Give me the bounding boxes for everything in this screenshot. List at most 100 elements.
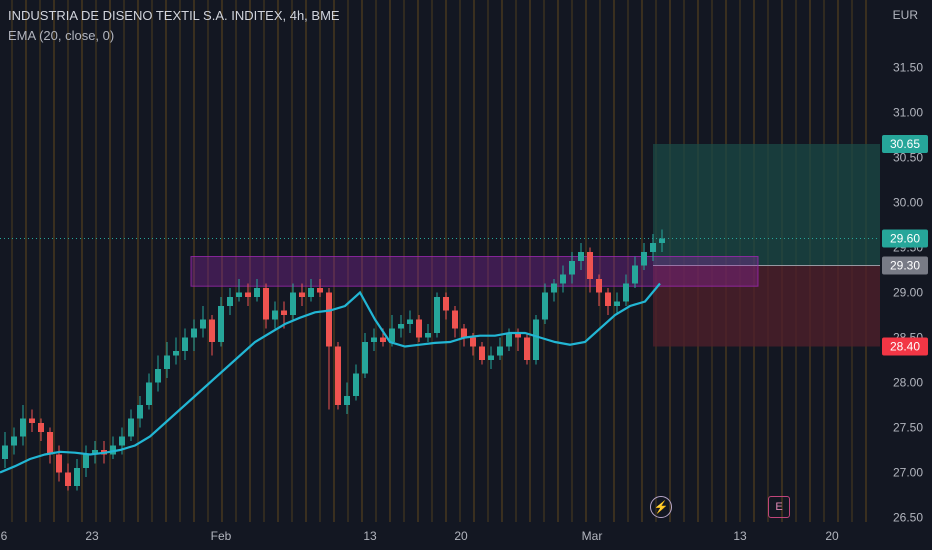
candle-body [29, 418, 35, 423]
candle-body [290, 292, 296, 315]
price-label-bg [882, 256, 928, 275]
candle-body [146, 382, 152, 405]
candle-body [659, 238, 665, 243]
candle-body [569, 261, 575, 275]
candle-body [218, 306, 224, 342]
candle-body [542, 292, 548, 320]
candle-body [380, 337, 386, 342]
candle-body [227, 297, 233, 306]
candle-body [488, 355, 494, 360]
price-label-bg [882, 135, 928, 153]
candle-body [299, 292, 305, 297]
price-label-bg [882, 337, 928, 356]
y-tick-label: 27.50 [893, 421, 923, 435]
candle-body [596, 279, 602, 293]
candle-body [83, 454, 89, 468]
lightning-icon[interactable]: ⚡ [650, 496, 672, 518]
y-tick-label: 27.00 [893, 466, 923, 480]
candle-body [272, 310, 278, 320]
candle-body [425, 333, 431, 338]
y-tick-label: 30.00 [893, 196, 923, 210]
y-tick-label: 31.50 [893, 61, 923, 75]
x-tick-label: Feb [211, 529, 232, 543]
x-tick-label: 23 [85, 529, 99, 543]
candle-body [650, 243, 656, 252]
candle-body [506, 333, 512, 347]
candle-body [38, 423, 44, 432]
candle-body [587, 252, 593, 279]
candle-body [344, 396, 350, 405]
candle-body [191, 328, 197, 338]
candle-body [614, 301, 620, 306]
candle-body [416, 319, 422, 338]
candle-body [371, 337, 377, 342]
candle-body [335, 346, 341, 405]
candle-body [470, 337, 476, 347]
candle-body [407, 319, 413, 324]
candle-body [128, 418, 134, 437]
price-label: 29.60 [890, 232, 920, 246]
candle-body [308, 288, 314, 297]
candle-body [443, 297, 449, 311]
y-tick-label: 28.00 [893, 376, 923, 390]
candle-body [641, 252, 647, 266]
stop-zone [653, 265, 880, 347]
ema-indicator-label[interactable]: EMA (20, close, 0) [8, 28, 115, 43]
candle-body [515, 333, 521, 338]
candle-body [389, 328, 395, 342]
candle-body [632, 265, 638, 284]
candle-body [137, 405, 143, 419]
symbol-title[interactable]: INDUSTRIA DE DISENO TEXTIL S.A. INDITEX,… [8, 8, 340, 23]
candle-body [47, 432, 53, 455]
candle-body [461, 328, 467, 338]
candle-body [398, 324, 404, 329]
y-tick-label: 26.50 [893, 511, 923, 525]
y-tick-label: 29.00 [893, 286, 923, 300]
candle-body [20, 418, 26, 437]
candle-body [92, 450, 98, 455]
candle-body [623, 283, 629, 302]
candle-body [110, 445, 116, 455]
y-tick-label: 31.00 [893, 106, 923, 120]
candle-body [524, 337, 530, 360]
candle-body [353, 373, 359, 396]
candle-body [560, 274, 566, 284]
candle-body [200, 319, 206, 329]
candle-body [11, 436, 17, 446]
currency-label[interactable]: EUR [892, 8, 918, 22]
candle-body [56, 454, 62, 473]
candle-body [245, 292, 251, 297]
candle-body [209, 319, 215, 342]
candle-body [434, 297, 440, 333]
price-label: 30.65 [890, 137, 920, 151]
price-label: 28.40 [890, 340, 920, 354]
x-tick-label: 6 [1, 529, 8, 543]
price-label: 29.30 [890, 259, 920, 273]
candle-body [254, 288, 260, 297]
price-label-bg [882, 229, 928, 248]
candle-body [497, 346, 503, 356]
candle-body [317, 288, 323, 293]
ema-line [0, 282, 661, 474]
y-tick-label: 30.50 [893, 151, 923, 165]
candle-body [281, 310, 287, 315]
resistance-zone [190, 256, 759, 287]
candle-body [119, 436, 125, 446]
candle-body [182, 337, 188, 351]
candle-body [578, 252, 584, 261]
candle-body [164, 355, 170, 369]
candle-body [2, 445, 8, 459]
candle-body [533, 319, 539, 360]
candle-body [263, 288, 269, 320]
candle-body [362, 342, 368, 374]
candle-body [236, 292, 242, 297]
x-tick-label: Mar [582, 529, 603, 543]
candle-body [65, 472, 71, 486]
candle-body [452, 310, 458, 329]
candle-body [605, 292, 611, 306]
earnings-icon[interactable]: E [768, 496, 790, 518]
target-zone [653, 144, 880, 266]
x-tick-label: 13 [363, 529, 377, 543]
candle-body [155, 369, 161, 383]
